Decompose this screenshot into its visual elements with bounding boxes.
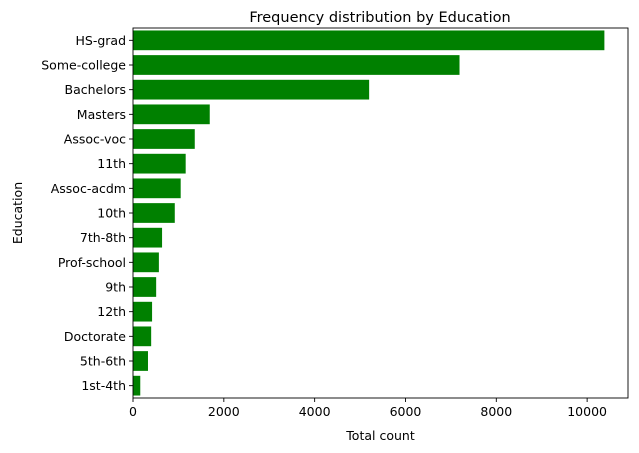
bar-12th xyxy=(133,301,153,322)
x-axis-label: Total count xyxy=(345,428,415,443)
y-tick-label: 12th xyxy=(97,304,126,319)
x-tick-label: 10000 xyxy=(567,404,607,419)
bar-prof-school xyxy=(133,252,159,273)
y-tick-label: Masters xyxy=(77,107,126,122)
plot-frame xyxy=(132,27,629,399)
bar-assoc-voc xyxy=(133,129,195,149)
y-tick-label: Doctorate xyxy=(64,329,126,344)
y-axis-ticks: HS-grad Some-college Bachelors Masters Assoc… xyxy=(41,33,133,393)
y-axis-label: Education xyxy=(10,182,25,244)
x-tick-label: 2000 xyxy=(208,404,240,419)
y-tick-label: 11th xyxy=(97,156,126,171)
bar-bachelors xyxy=(133,79,370,100)
bars-group xyxy=(133,30,605,396)
chart-title: Frequency distribution by Education xyxy=(249,10,510,26)
x-tick-label: 8000 xyxy=(480,404,512,419)
y-tick-label: 1st-4th xyxy=(81,378,126,393)
bar-masters xyxy=(133,104,210,125)
y-tick-label: HS-grad xyxy=(75,33,126,48)
bar-5th-6th xyxy=(133,351,148,371)
y-tick-label: Bachelors xyxy=(65,82,127,97)
bar-1st-4th xyxy=(133,375,141,396)
bar-9th xyxy=(133,277,157,297)
y-tick-label: Assoc-acdm xyxy=(51,181,126,196)
y-tick-label: Assoc-voc xyxy=(64,132,126,147)
y-tick-label: 10th xyxy=(97,206,126,221)
bar-assoc-acdm xyxy=(133,178,181,199)
x-tick-label: 4000 xyxy=(299,404,331,419)
bar-7th-8th xyxy=(133,227,163,248)
y-tick-label: 9th xyxy=(105,280,126,295)
y-tick-label: Some-college xyxy=(41,58,126,73)
bar-doctorate xyxy=(133,326,152,347)
bar-10th xyxy=(133,203,175,223)
y-tick-label: 5th-6th xyxy=(80,354,126,369)
x-axis-ticks: 0 2000 4000 6000 8000 10000 xyxy=(129,398,607,419)
x-tick-label: 0 xyxy=(129,404,137,419)
y-tick-label: 7th-8th xyxy=(80,230,126,245)
y-tick-label: Prof-school xyxy=(58,255,126,270)
bar-hs-grad xyxy=(133,30,605,51)
x-tick-label: 6000 xyxy=(390,404,422,419)
bar-11th xyxy=(133,153,186,174)
bar-some-college xyxy=(133,55,460,75)
